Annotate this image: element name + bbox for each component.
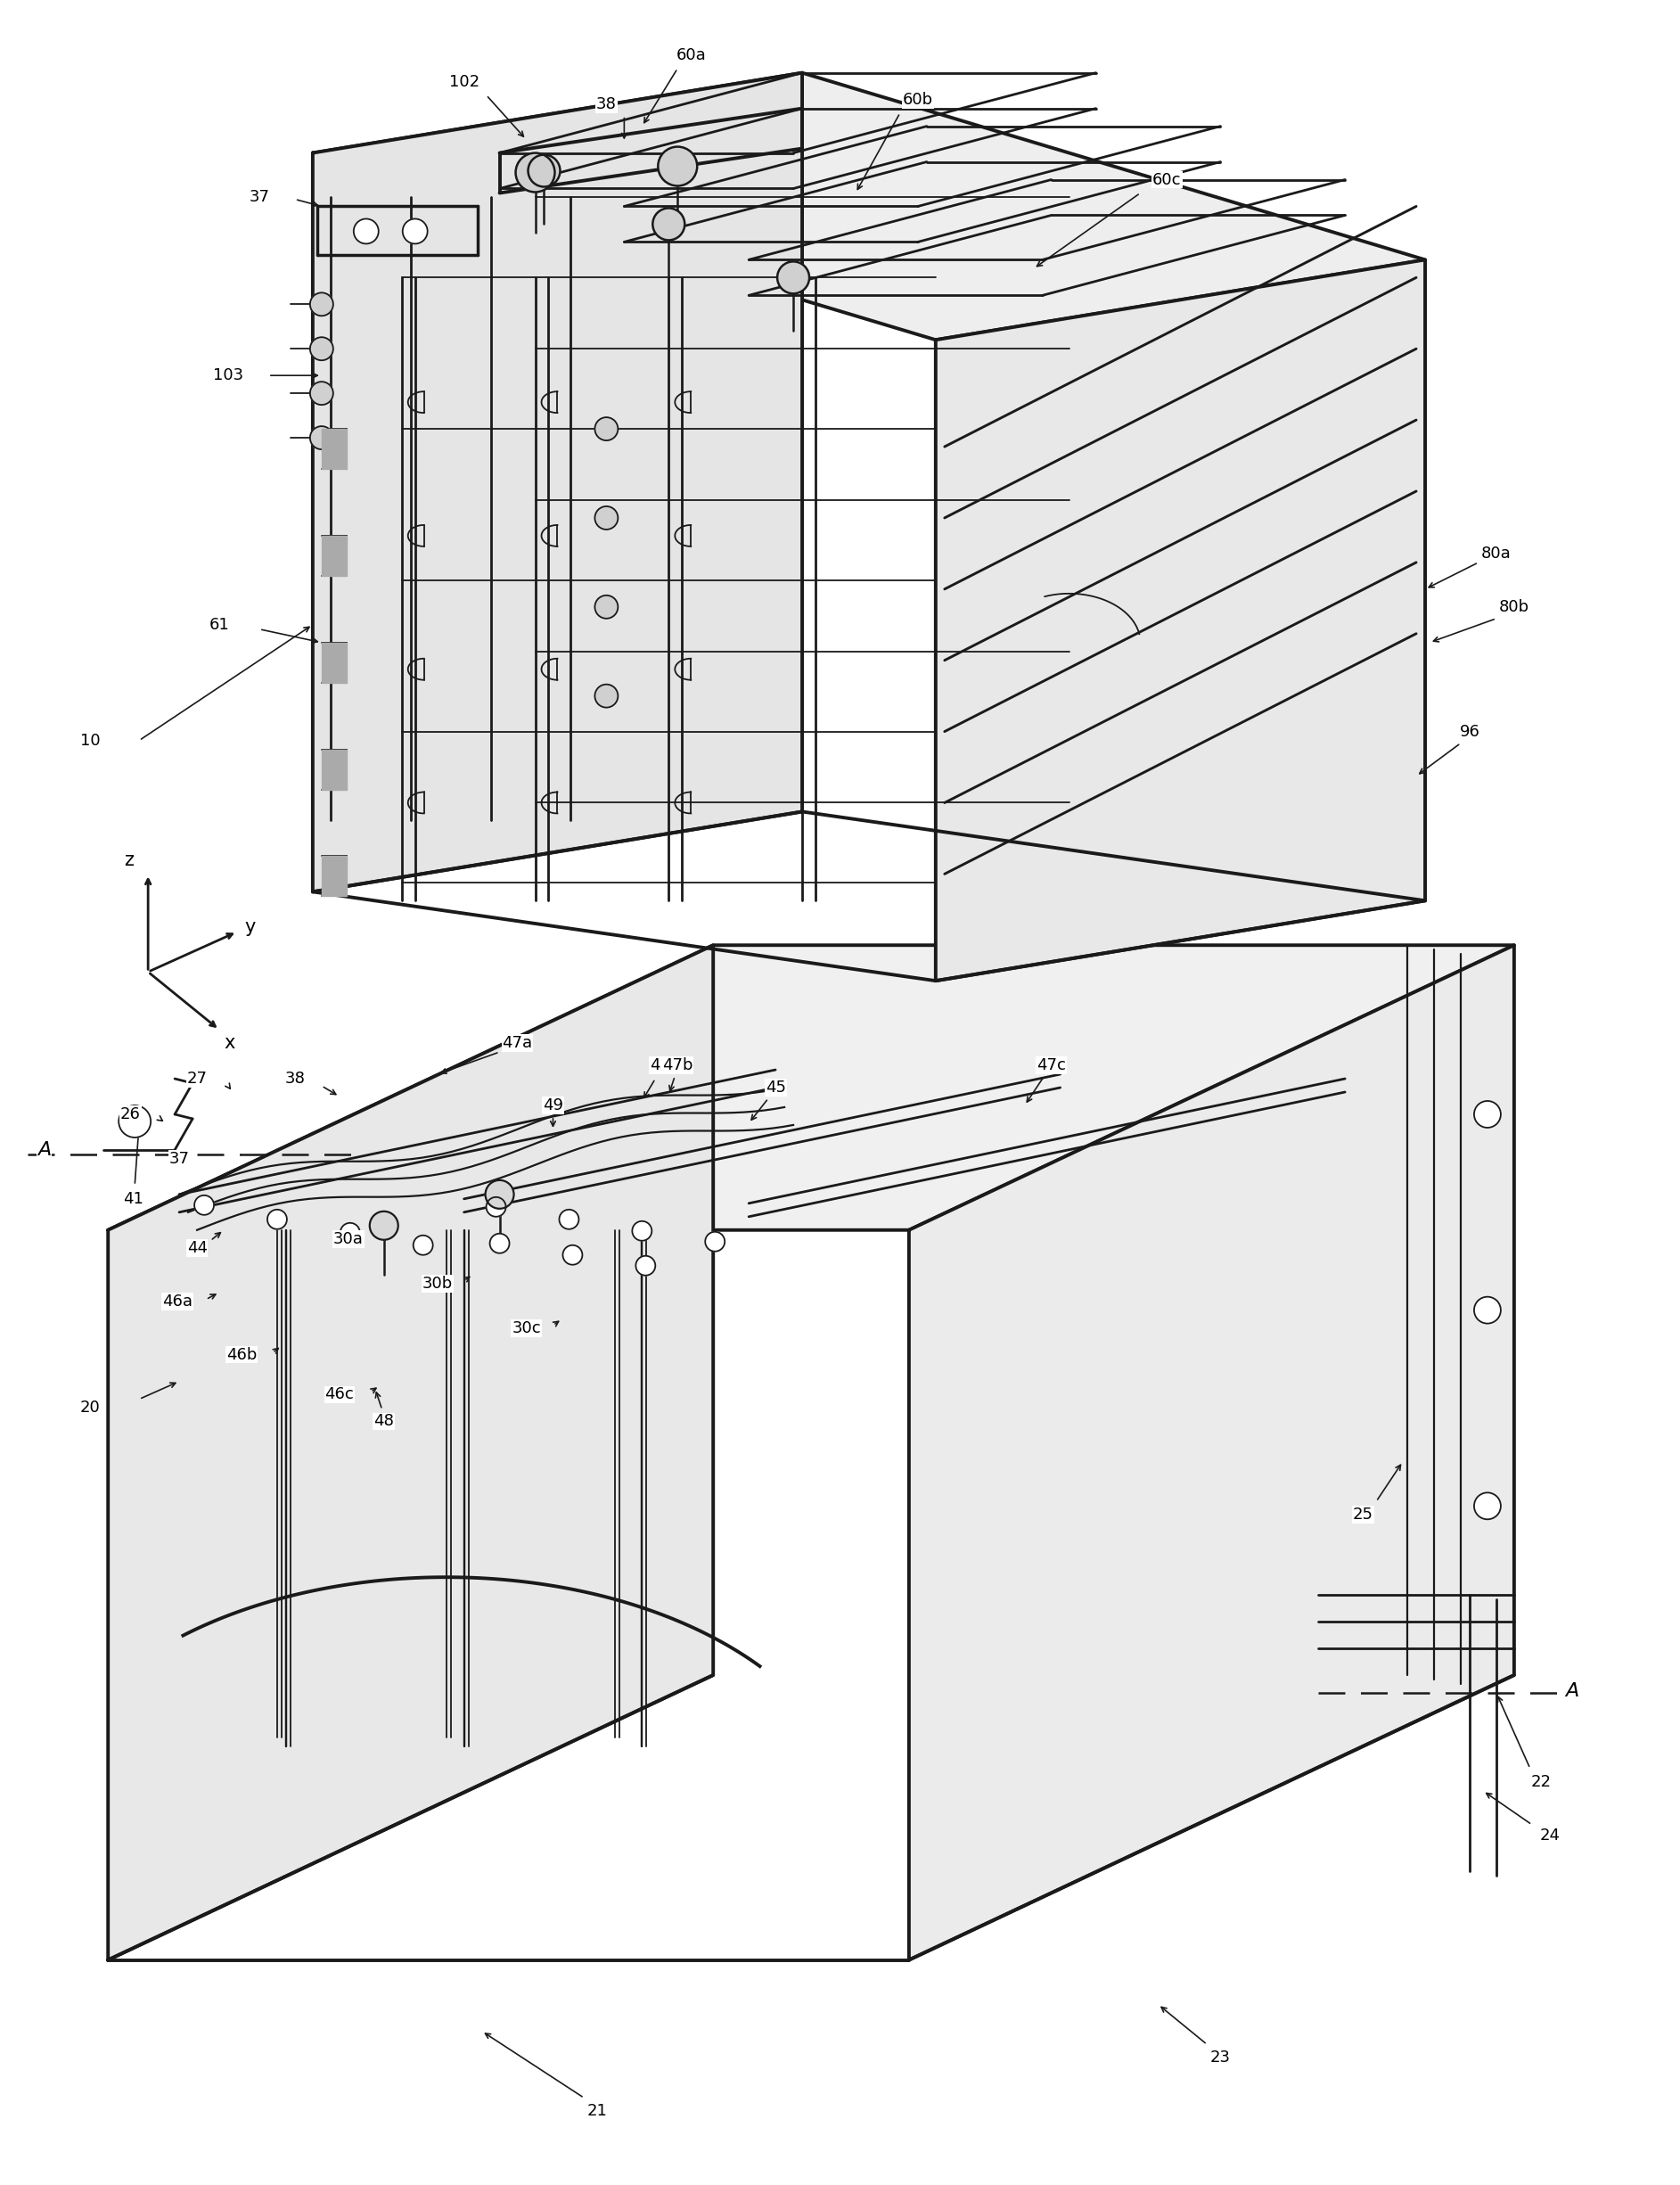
Text: 46a: 46a	[163, 1294, 193, 1309]
Text: A: A	[1566, 1682, 1579, 1700]
Text: 23: 23	[1210, 2050, 1231, 2065]
Text: 46b: 46b	[227, 1346, 257, 1363]
Circle shape	[528, 155, 559, 186]
Circle shape	[119, 1106, 151, 1138]
Text: 61: 61	[208, 616, 230, 634]
Circle shape	[195, 1195, 213, 1215]
Circle shape	[516, 153, 554, 192]
Text: 38: 38	[596, 96, 617, 111]
Text: 37: 37	[170, 1151, 190, 1167]
Circle shape	[311, 336, 333, 361]
Text: 27: 27	[186, 1071, 207, 1086]
Text: 41: 41	[123, 1191, 143, 1206]
Polygon shape	[312, 72, 1425, 341]
Circle shape	[311, 382, 333, 404]
Text: 37: 37	[249, 190, 269, 205]
Circle shape	[1473, 1492, 1500, 1519]
Text: 102: 102	[449, 74, 479, 90]
Circle shape	[311, 293, 333, 317]
Text: A: A	[37, 1141, 50, 1158]
Text: 22: 22	[1530, 1774, 1551, 1790]
Circle shape	[486, 1180, 514, 1208]
Polygon shape	[321, 857, 346, 896]
Text: 21: 21	[588, 2104, 608, 2119]
Circle shape	[311, 426, 333, 450]
Text: 60c: 60c	[1152, 173, 1181, 188]
Circle shape	[595, 507, 618, 529]
Circle shape	[559, 1210, 580, 1230]
Circle shape	[652, 208, 685, 240]
Polygon shape	[321, 428, 346, 470]
Polygon shape	[321, 642, 346, 682]
Text: 20: 20	[81, 1401, 101, 1416]
Circle shape	[354, 219, 378, 245]
Circle shape	[486, 1197, 506, 1217]
Text: 47a: 47a	[502, 1036, 533, 1051]
Circle shape	[491, 1235, 509, 1254]
Circle shape	[632, 1221, 652, 1241]
Text: 96: 96	[1460, 723, 1480, 739]
Text: 38: 38	[284, 1071, 306, 1086]
Text: 46c: 46c	[324, 1387, 354, 1403]
Text: z: z	[124, 852, 133, 870]
Text: 80b: 80b	[1499, 599, 1529, 614]
Text: 42: 42	[650, 1058, 670, 1073]
Text: x: x	[225, 1034, 235, 1051]
Text: 45: 45	[764, 1079, 786, 1095]
Text: 10: 10	[81, 732, 101, 749]
Text: 24: 24	[1539, 1827, 1561, 1844]
Text: 30b: 30b	[422, 1276, 452, 1291]
Text: 26: 26	[119, 1106, 141, 1123]
Circle shape	[370, 1210, 398, 1239]
Polygon shape	[936, 260, 1425, 981]
Circle shape	[341, 1224, 360, 1243]
Circle shape	[595, 594, 618, 618]
Circle shape	[635, 1256, 655, 1276]
Text: y: y	[245, 918, 255, 937]
Text: 49: 49	[543, 1097, 563, 1114]
Text: 25: 25	[1352, 1508, 1373, 1523]
Text: 47b: 47b	[662, 1058, 692, 1073]
Text: 44: 44	[186, 1239, 207, 1256]
Text: 48: 48	[373, 1414, 395, 1429]
Text: 103: 103	[213, 367, 244, 385]
Polygon shape	[108, 946, 1514, 1230]
Text: 60b: 60b	[902, 92, 932, 107]
Text: 30a: 30a	[333, 1230, 363, 1248]
Circle shape	[1473, 1296, 1500, 1324]
Text: 80a: 80a	[1482, 546, 1512, 562]
Circle shape	[595, 417, 618, 441]
Polygon shape	[312, 72, 801, 891]
Circle shape	[778, 262, 810, 293]
Circle shape	[267, 1210, 287, 1230]
Circle shape	[659, 146, 697, 186]
Circle shape	[1473, 1101, 1500, 1127]
Text: 30c: 30c	[512, 1320, 541, 1335]
Polygon shape	[321, 535, 346, 577]
Text: 47c: 47c	[1037, 1058, 1067, 1073]
Circle shape	[706, 1232, 724, 1252]
Circle shape	[563, 1245, 583, 1265]
Circle shape	[403, 219, 427, 245]
Text: 60a: 60a	[675, 48, 706, 63]
Polygon shape	[909, 946, 1514, 1960]
Circle shape	[413, 1235, 433, 1254]
Polygon shape	[108, 946, 714, 1960]
Circle shape	[595, 684, 618, 708]
Polygon shape	[321, 749, 346, 789]
